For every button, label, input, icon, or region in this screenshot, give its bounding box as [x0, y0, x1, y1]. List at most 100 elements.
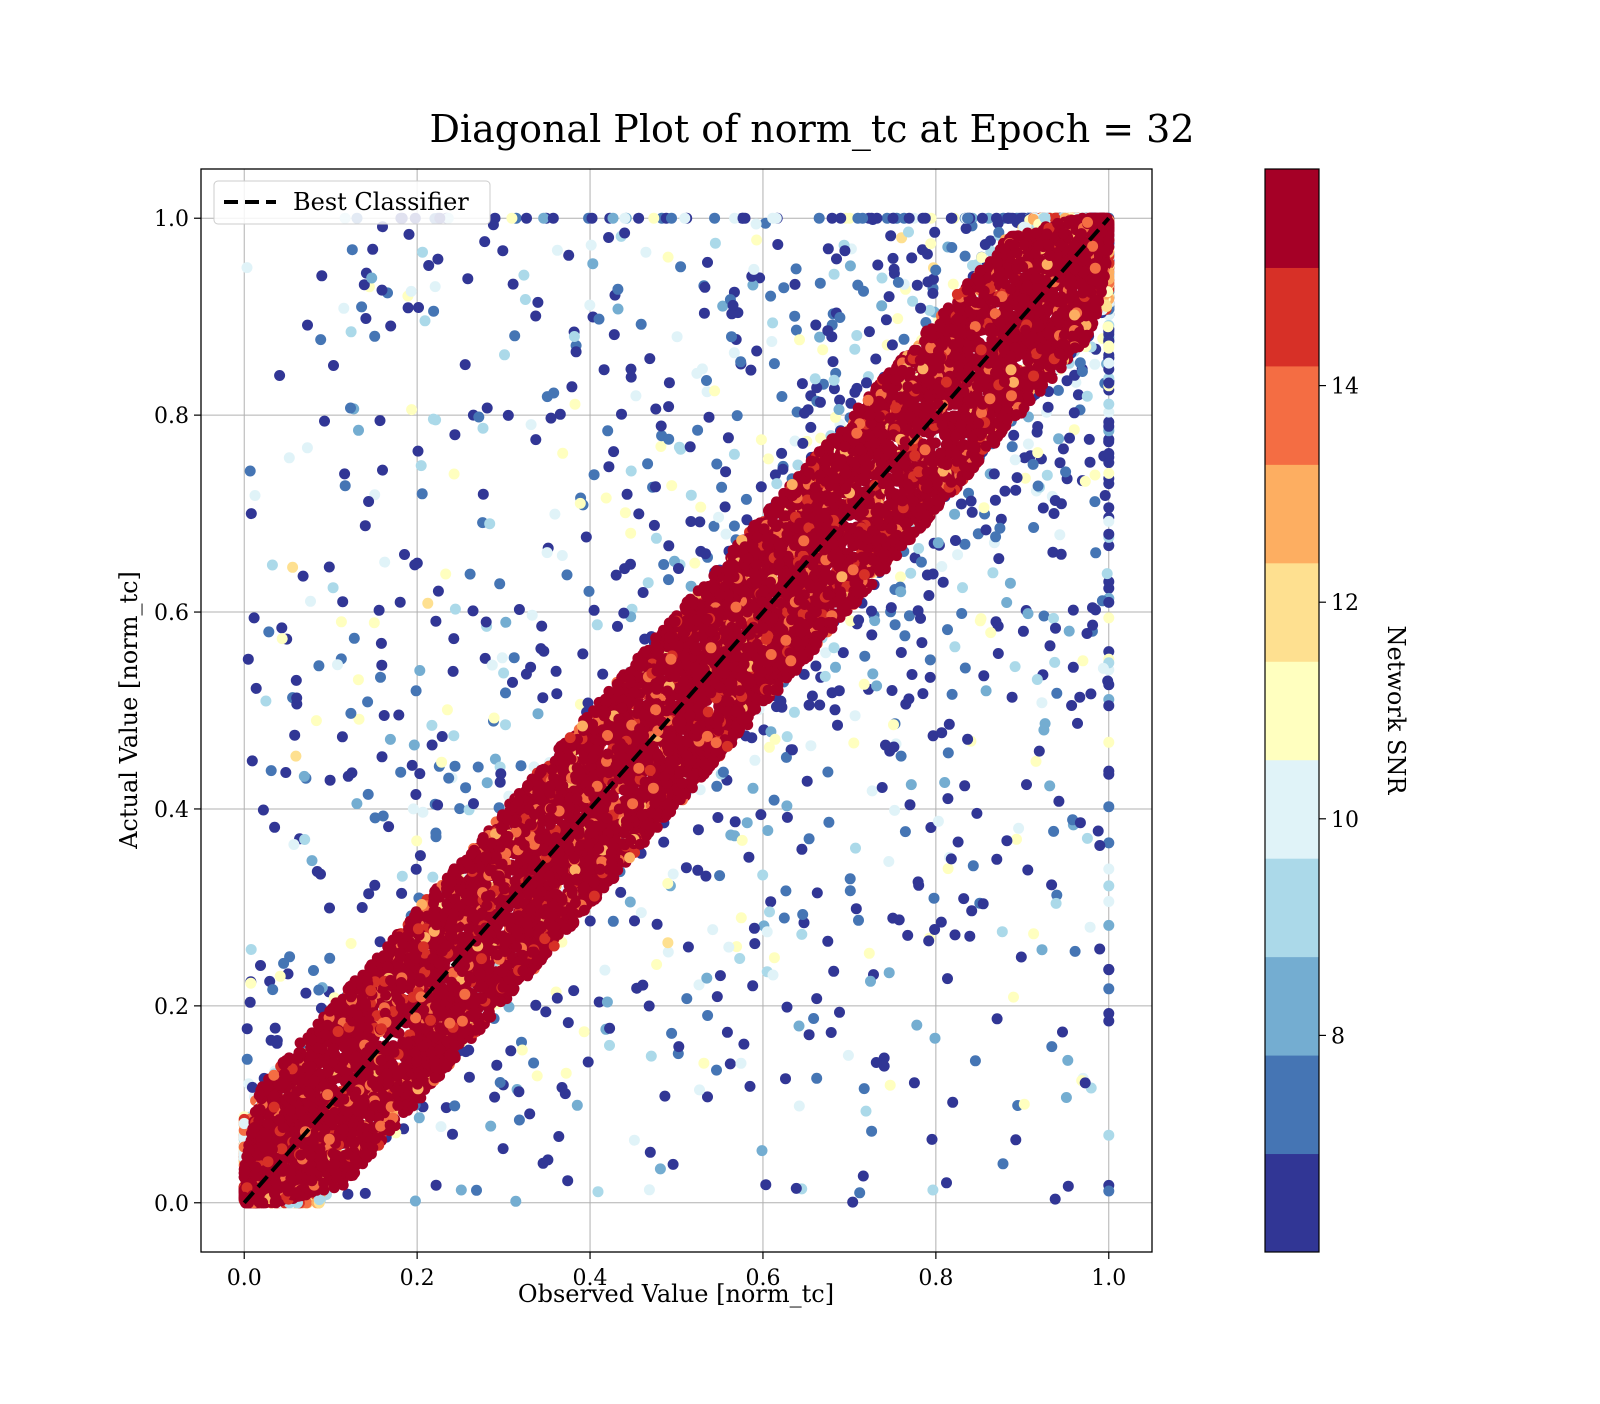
data-point	[971, 808, 982, 819]
data-point	[1018, 626, 1029, 637]
data-point	[721, 529, 732, 540]
data-point	[673, 563, 684, 574]
data-point	[644, 1184, 655, 1195]
data-point	[822, 325, 833, 336]
data-point	[1089, 496, 1100, 507]
data-point	[291, 675, 302, 686]
data-point	[949, 641, 960, 652]
data-point	[500, 687, 511, 698]
data-point	[864, 948, 875, 959]
data-point	[428, 414, 439, 425]
data-point	[960, 251, 971, 262]
data-point	[748, 264, 759, 275]
data-point	[789, 707, 800, 718]
data-point	[762, 825, 773, 836]
data-point	[1103, 436, 1114, 447]
data-point	[757, 870, 768, 881]
data-point	[619, 213, 630, 224]
data-point	[749, 923, 760, 934]
data-point	[685, 441, 696, 452]
data-point	[369, 617, 380, 628]
data-point	[349, 633, 360, 644]
data-point	[675, 444, 686, 455]
data-point	[542, 1154, 553, 1165]
data-point	[1087, 620, 1098, 631]
data-point	[485, 1121, 496, 1132]
data-point	[427, 872, 438, 883]
data-point	[769, 952, 780, 963]
data-point	[701, 973, 712, 984]
data-point	[449, 429, 460, 440]
data-point	[929, 924, 940, 935]
data-point	[374, 605, 385, 616]
data-point	[959, 780, 970, 791]
data-point	[894, 914, 905, 925]
data-point	[913, 543, 924, 554]
data-point	[247, 755, 258, 766]
data-point	[413, 302, 424, 313]
data-point	[324, 953, 335, 964]
data-point	[966, 905, 977, 916]
data-point	[299, 834, 310, 845]
data-point	[681, 862, 692, 873]
data-point	[887, 339, 898, 350]
data-point	[548, 213, 559, 224]
data-point	[599, 364, 610, 375]
data-point	[765, 291, 776, 302]
data-point	[345, 708, 356, 719]
data-point	[1043, 402, 1054, 413]
data-point	[395, 597, 406, 608]
data-point	[422, 598, 433, 609]
data-point	[1103, 448, 1114, 459]
data-point	[454, 803, 465, 814]
data-point	[663, 574, 674, 585]
data-point	[929, 893, 940, 904]
data-point	[991, 213, 1002, 224]
data-point	[743, 852, 754, 863]
data-point	[859, 1083, 870, 1094]
data-point	[542, 547, 553, 558]
data-point	[885, 1080, 896, 1091]
data-point	[560, 1088, 571, 1099]
data-point	[958, 893, 969, 904]
data-point	[927, 1185, 938, 1196]
data-point	[356, 301, 367, 312]
data-point	[961, 223, 972, 234]
data-point	[277, 633, 288, 644]
data-point	[810, 373, 821, 384]
data-point	[967, 507, 978, 518]
data-point	[941, 1177, 952, 1188]
data-point	[1038, 503, 1049, 514]
data-point	[592, 619, 603, 630]
data-point	[328, 360, 339, 371]
data-point	[977, 213, 988, 224]
data-point	[498, 668, 509, 679]
data-point	[865, 976, 876, 987]
data-point	[1062, 1055, 1073, 1066]
data-point	[1103, 737, 1114, 748]
data-point	[423, 260, 434, 271]
data-point	[514, 1115, 525, 1126]
data-point	[599, 965, 610, 976]
data-point	[679, 213, 690, 224]
data-point	[312, 866, 323, 877]
data-point	[1007, 441, 1018, 452]
data-point	[858, 1171, 869, 1182]
data-point	[686, 490, 697, 501]
data-point	[966, 496, 977, 507]
data-point	[838, 647, 849, 658]
data-point	[313, 985, 324, 996]
data-point	[851, 903, 862, 914]
data-point	[532, 297, 543, 308]
data-point	[822, 767, 833, 778]
data-point	[1046, 1041, 1057, 1052]
data-point	[732, 410, 743, 421]
data-point	[410, 789, 421, 800]
data-point	[794, 334, 805, 345]
data-point	[1045, 640, 1056, 651]
data-point	[681, 993, 692, 1004]
data-point	[889, 805, 900, 816]
data-point	[521, 213, 532, 224]
data-point	[536, 621, 547, 632]
data-point	[563, 250, 574, 261]
